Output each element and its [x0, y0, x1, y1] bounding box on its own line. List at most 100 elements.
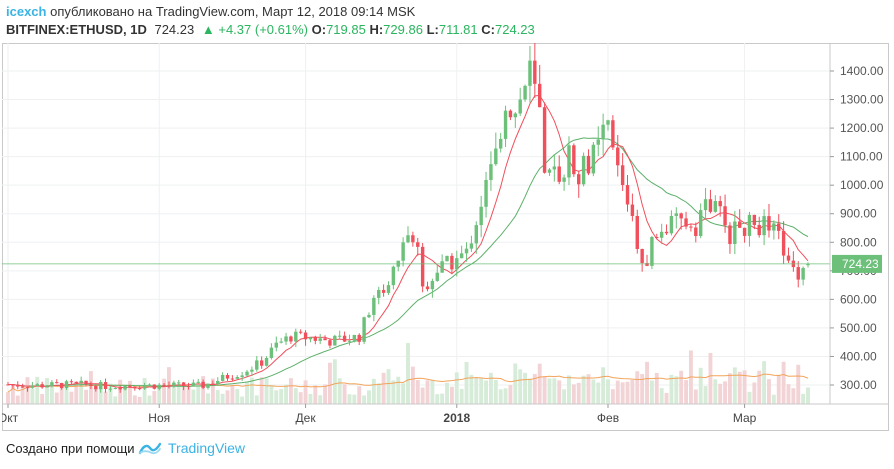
candle-body — [372, 297, 376, 315]
volume-bar — [269, 385, 274, 404]
candle-body — [196, 381, 200, 383]
volume-bar — [425, 380, 430, 404]
volume-bar — [420, 387, 425, 404]
candle-body — [620, 165, 625, 186]
candle-body — [274, 342, 278, 348]
volume-bar — [264, 378, 269, 404]
candle-body — [762, 216, 766, 236]
candle-body — [440, 261, 444, 273]
volume-bar — [313, 385, 318, 404]
volume-bar — [162, 378, 167, 404]
price-chart[interactable]: 1400.00 1300.00 1200.00 1100.00 1000.00 900.0… — [2, 43, 889, 431]
volume-bar — [718, 383, 723, 404]
volume-bar — [357, 386, 362, 404]
candle-body — [416, 242, 420, 247]
close-value: 724.23 — [494, 22, 535, 37]
candle-body — [474, 225, 478, 244]
candle-body — [294, 331, 298, 342]
volume-bar — [191, 389, 196, 404]
volume-bar — [513, 363, 518, 404]
tradingview-logo-icon — [138, 442, 162, 455]
volume-bar — [567, 375, 571, 404]
volume-bar — [49, 384, 54, 404]
candle-body — [777, 223, 781, 231]
candle-body — [630, 204, 635, 216]
volume-bar — [449, 386, 454, 404]
volume-bar — [391, 380, 396, 404]
volume-bar — [542, 376, 547, 404]
volume-bar — [386, 369, 391, 404]
current-price-label: 724.23 — [842, 257, 879, 271]
time-axis-label: Ноя — [148, 411, 170, 425]
volume-bar — [401, 383, 406, 404]
volume-bar — [254, 395, 259, 404]
candle-body — [640, 249, 644, 264]
candle-body — [74, 382, 78, 384]
volume-bar — [40, 393, 45, 404]
volume-bar — [186, 386, 191, 404]
volume-bar — [571, 384, 576, 404]
candle-body — [425, 286, 430, 290]
volume-bar — [640, 374, 645, 404]
volume-bar — [367, 390, 371, 404]
volume-bar — [20, 385, 25, 404]
volume-bar — [279, 389, 284, 404]
candle-body — [581, 155, 586, 185]
candle-body — [406, 235, 410, 243]
volume-bar — [508, 385, 513, 404]
volume-bar — [591, 379, 596, 404]
candle-body — [586, 155, 591, 174]
candle-body — [55, 382, 59, 384]
volume-bar — [274, 390, 279, 404]
volume-bar — [693, 389, 698, 404]
symbol-name: BITFINEX:ETHUSD, 1D — [6, 22, 147, 37]
volume-bars — [6, 343, 810, 404]
volume-bar — [747, 391, 752, 404]
candle-body — [450, 255, 454, 270]
volume-bar — [10, 385, 15, 404]
candle-body — [669, 215, 674, 234]
candle-body — [679, 213, 683, 219]
price-axis-label: 300.00 — [840, 378, 877, 392]
candle-body — [713, 201, 718, 212]
volume-bar — [723, 381, 728, 404]
candle-body — [781, 230, 786, 256]
ma-slow-line — [7, 137, 809, 387]
candle-body — [655, 237, 659, 239]
candle-body — [35, 384, 39, 386]
volume-bar — [171, 382, 176, 404]
candle-body — [64, 381, 69, 389]
candle-body — [157, 384, 161, 389]
volume-bar — [742, 370, 747, 404]
candle-body — [562, 177, 566, 182]
candle-body — [767, 216, 771, 231]
volume-bar — [371, 378, 376, 404]
volume-bar — [464, 361, 469, 404]
candle-body — [411, 235, 415, 243]
candle-body — [694, 227, 698, 237]
low-label: L: — [426, 22, 439, 37]
candle-body — [659, 231, 664, 238]
candle-body — [523, 85, 527, 100]
candle-body — [689, 226, 693, 228]
brand-name[interactable]: TradingView — [168, 440, 246, 456]
volume-bar — [362, 395, 367, 404]
candle-body — [723, 206, 727, 226]
candle-body — [240, 375, 244, 378]
candle-body — [591, 144, 596, 174]
symbol-info: BITFINEX:ETHUSD, 1D 724.23 ▲ +4.37 (+0.6… — [6, 22, 535, 37]
volume-bar — [781, 361, 786, 404]
volume-bar — [581, 375, 586, 404]
volume-bar — [645, 361, 649, 404]
candle-body — [552, 166, 557, 170]
candle-body — [367, 314, 371, 318]
candle-body — [577, 174, 581, 185]
candle-body — [489, 164, 493, 180]
tradingview-brand[interactable]: TradingView — [138, 440, 245, 456]
author-name[interactable]: icexch — [6, 4, 47, 19]
candle-body — [142, 385, 147, 389]
volume-bar — [108, 383, 113, 404]
volume-bar — [293, 388, 298, 404]
candle-body — [152, 384, 157, 389]
candle-body — [342, 335, 347, 342]
